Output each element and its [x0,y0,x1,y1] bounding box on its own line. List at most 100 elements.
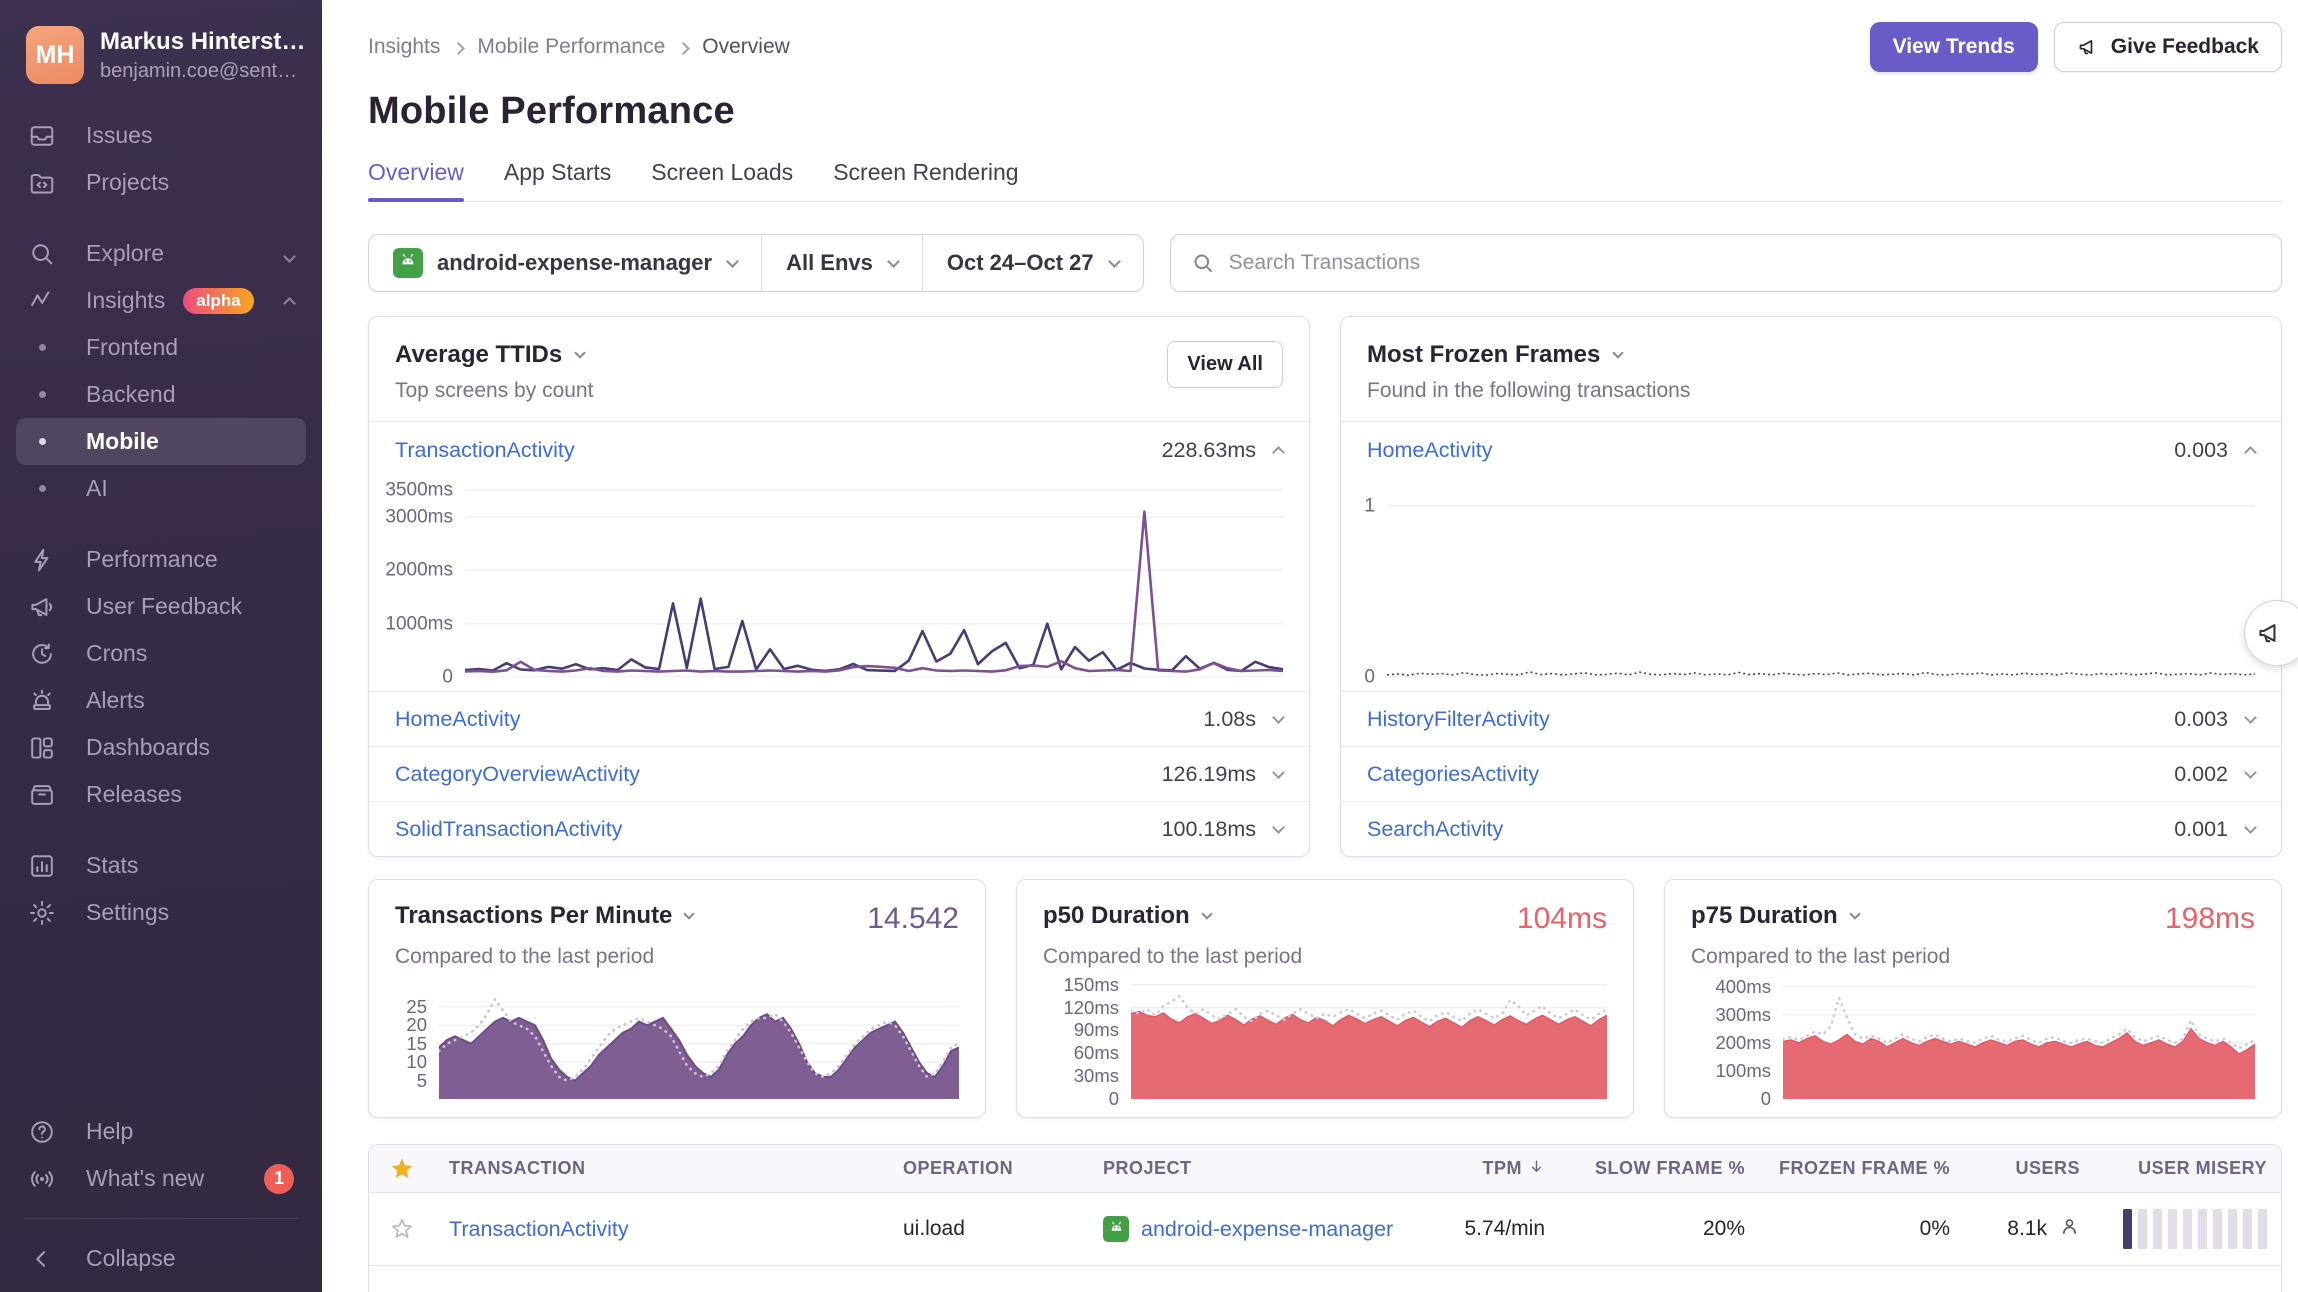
column-header-project[interactable]: PROJECT [1089,1158,1429,1179]
project-link[interactable]: android-expense-manager [1141,1217,1393,1242]
column-header-operation[interactable]: OPERATION [889,1158,1089,1179]
transaction-link[interactable]: HomeActivity [395,707,520,732]
column-header-slow-frame[interactable]: SLOW FRAME % [1559,1158,1759,1179]
sidebar-item-collapse[interactable]: Collapse [16,1235,306,1282]
transaction-link[interactable]: SolidTransactionActivity [395,817,622,842]
tab-screen-loads[interactable]: Screen Loads [651,159,793,201]
android-project-icon [393,248,423,278]
y-axis-labels: 3500ms3000ms2000ms1000ms0 [369,485,465,677]
transaction-link[interactable]: HomeActivity [1367,438,1492,463]
transaction-link[interactable]: SearchActivity [1367,817,1503,842]
breadcrumb-mobile-performance[interactable]: Mobile Performance [477,35,665,59]
column-header-user-misery[interactable]: USER MISERY [2094,1158,2281,1179]
star-column-header[interactable] [369,1156,435,1182]
transaction-link[interactable]: CategoriesActivity [1367,762,1539,787]
sidebar-item-explore[interactable]: Explore [16,230,306,277]
insights-icon [28,287,56,315]
transaction-link[interactable]: TransactionActivity [449,1217,629,1242]
star-outline-icon [389,1216,415,1242]
operation-cell: ui.load [889,1217,1089,1241]
org-user-switcher[interactable]: MH Markus Hinterst… benjamin.coe@sent… [16,26,306,92]
expand-row-icon[interactable] [1272,766,1285,779]
ttid-chart: 3500ms3000ms2000ms1000ms0 [369,479,1309,691]
sidebar-item-crons[interactable]: Crons [16,630,306,677]
view-all-button[interactable]: View All [1167,341,1283,388]
expand-row-icon[interactable] [2244,711,2257,724]
sidebar-item-help[interactable]: Help [16,1108,306,1155]
line-chart-plot [465,485,1283,677]
sidebar-item-alerts[interactable]: Alerts [16,677,306,724]
chevron-right-icon [679,35,688,59]
most-frozen-frames-title[interactable]: Most Frozen Frames [1367,341,1690,369]
tpm-title[interactable]: Transactions Per Minute [395,902,693,930]
sidebar-item-projects[interactable]: Projects [16,159,306,206]
sort-desc-icon [1528,1158,1545,1180]
sidebar-item-mobile[interactable]: Mobile [16,418,306,465]
tpm-chart: 252015105 [395,981,959,1099]
sidebar-item-whats-new[interactable]: What's new 1 [16,1155,306,1202]
chevron-right-icon [454,35,463,59]
p75-title[interactable]: p75 Duration [1691,902,1859,930]
megaphone-icon [2256,619,2284,647]
column-header-users[interactable]: USERS [1964,1158,2094,1179]
transaction-link[interactable]: HistoryFilterActivity [1367,707,1550,732]
average-ttids-title[interactable]: Average TTIDs [395,341,593,369]
siren-icon [28,687,56,715]
sidebar-item-backend[interactable]: Backend [16,371,306,418]
chevron-down-icon [1613,347,1624,358]
table-row [369,1265,2281,1292]
search-transactions-input[interactable] [1229,251,2261,275]
search-icon [28,240,56,268]
tab-app-starts[interactable]: App Starts [504,159,611,201]
view-trends-button[interactable]: View Trends [1870,22,2038,72]
p50-title[interactable]: p50 Duration [1043,902,1211,930]
ttid-row: CategoryOverviewActivity 126.19ms [369,746,1309,801]
tab-overview[interactable]: Overview [368,159,464,201]
sidebar-item-frontend[interactable]: Frontend [16,324,306,371]
sidebar-item-dashboards[interactable]: Dashboards [16,724,306,771]
column-header-tpm[interactable]: TPM [1429,1158,1559,1180]
sidebar-item-ai[interactable]: AI [16,465,306,512]
sidebar-item-user-feedback[interactable]: User Feedback [16,583,306,630]
whats-new-badge: 1 [264,1164,294,1194]
expand-row-icon[interactable] [2244,766,2257,779]
tab-screen-rendering[interactable]: Screen Rendering [833,159,1018,201]
box-icon [28,781,56,809]
date-range-filter[interactable]: Oct 24–Oct 27 [923,235,1143,291]
star-row-toggle[interactable] [369,1216,435,1242]
sidebar-item-insights[interactable]: Insights alpha [16,277,306,324]
expand-row-icon[interactable] [1272,821,1285,834]
card-subtitle: Found in the following transactions [1367,379,1690,403]
column-header-transaction[interactable]: TRANSACTION [435,1158,889,1179]
sidebar-item-releases[interactable]: Releases [16,771,306,818]
divider [24,1218,298,1219]
sidebar-item-stats[interactable]: Stats [16,842,306,889]
y-axis-labels: 400ms300ms200ms100ms0 [1691,981,1783,1099]
column-header-frozen-frame[interactable]: FROZEN FRAME % [1759,1158,1964,1179]
search-transactions-box [1170,234,2282,292]
give-feedback-button[interactable]: Give Feedback [2054,22,2282,72]
sidebar-item-issues[interactable]: Issues [16,112,306,159]
y-axis-labels: 150ms120ms90ms60ms30ms0 [1043,981,1131,1099]
collapse-row-icon[interactable] [2244,446,2257,459]
expand-row-icon[interactable] [2244,821,2257,834]
sidebar-item-settings[interactable]: Settings [16,889,306,936]
p50-duration-card: p50 Duration 104ms Compared to the last … [1016,879,1634,1118]
expand-row-icon[interactable] [1272,711,1285,724]
breadcrumb-insights[interactable]: Insights [368,35,440,59]
card-subtitle: Top screens by count [395,379,593,403]
collapse-row-icon[interactable] [1272,446,1285,459]
sidebar: MH Markus Hinterst… benjamin.coe@sent… I… [0,0,322,1292]
alpha-badge: alpha [183,288,253,314]
sidebar-item-performance[interactable]: Performance [16,536,306,583]
ttid-row-expanded: TransactionActivity 228.63ms [369,422,1309,479]
user-name: Markus Hinterst… [100,28,305,56]
environment-filter[interactable]: All Envs [762,235,922,291]
transactions-table: TRANSACTION OPERATION PROJECT TPM SLOW F… [368,1144,2282,1292]
lightning-icon [28,546,56,574]
breadcrumb-overview: Overview [702,35,790,59]
transaction-link[interactable]: TransactionActivity [395,438,575,463]
transaction-link[interactable]: CategoryOverviewActivity [395,762,640,787]
project-filter[interactable]: android-expense-manager [369,235,761,291]
bullet-icon [28,428,56,456]
